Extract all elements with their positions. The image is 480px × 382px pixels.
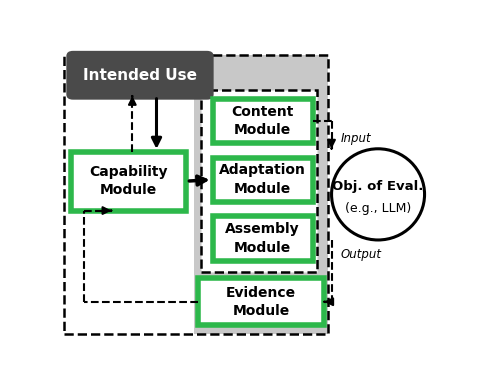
Bar: [213, 217, 313, 261]
Text: Output: Output: [341, 248, 382, 261]
Bar: [198, 278, 324, 325]
Text: Input: Input: [341, 132, 372, 145]
Text: Obj. of Eval.: Obj. of Eval.: [332, 180, 424, 193]
Text: Intended Use: Intended Use: [83, 68, 197, 83]
Bar: [64, 55, 328, 334]
Text: Adaptation
Module: Adaptation Module: [219, 163, 306, 196]
Bar: [213, 99, 313, 143]
Ellipse shape: [332, 149, 424, 240]
Bar: [194, 55, 328, 334]
Text: (e.g., LLM): (e.g., LLM): [345, 202, 411, 215]
Text: Evidence
Module: Evidence Module: [226, 285, 296, 318]
Bar: [213, 158, 313, 202]
Text: Capability
Module: Capability Module: [90, 165, 168, 197]
Bar: [71, 152, 186, 210]
Text: Assembly
Module: Assembly Module: [226, 222, 300, 255]
Text: Content
Module: Content Module: [231, 105, 294, 137]
Bar: [202, 90, 317, 272]
FancyBboxPatch shape: [66, 51, 214, 100]
